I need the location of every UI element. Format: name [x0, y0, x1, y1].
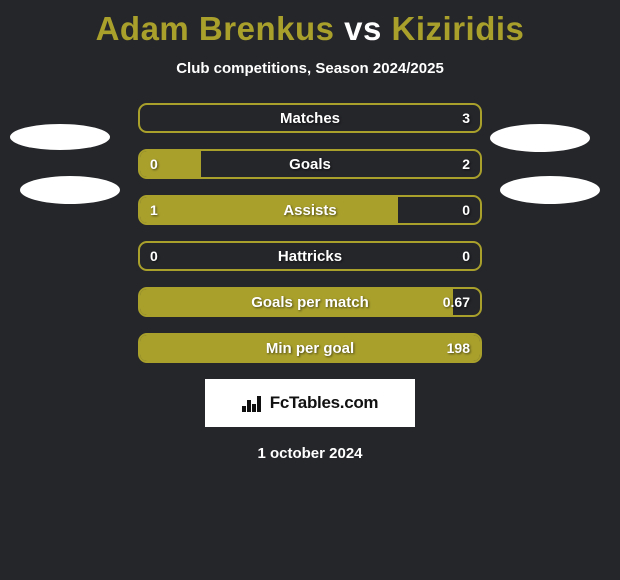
stat-label: Assists	[140, 197, 480, 223]
brand-text: FcTables.com	[270, 393, 379, 413]
stat-row: Assists1 0	[138, 195, 482, 225]
player2-name: Kiziridis	[392, 10, 525, 47]
stat-right-value: 0	[462, 197, 470, 223]
stat-row: Min per goal198	[138, 333, 482, 363]
stats-container: Matches3Goals02Assists10Hattricks00Goals…	[138, 103, 482, 363]
brand-chart-icon	[242, 394, 264, 412]
loading-oval	[10, 124, 110, 150]
player1-name: Adam Brenkus	[96, 10, 335, 47]
stat-right-value: 198	[447, 335, 470, 361]
stat-left-value: 1	[150, 197, 158, 223]
stat-left-value: 0	[150, 243, 158, 269]
stat-right-value: 0.67	[443, 289, 470, 315]
stat-row: Hattricks0 0	[138, 241, 482, 271]
comparison-title: Adam Brenkus vs Kiziridis	[0, 0, 620, 48]
stat-row: Goals per match0.67	[138, 287, 482, 317]
stat-row: Matches3	[138, 103, 482, 133]
stat-label: Goals	[140, 151, 480, 177]
loading-oval	[20, 176, 120, 204]
loading-oval	[500, 176, 600, 204]
vs-separator: vs	[344, 10, 382, 47]
brand-badge: FcTables.com	[205, 379, 415, 427]
date-text: 1 october 2024	[0, 445, 620, 462]
stat-label: Min per goal	[140, 335, 480, 361]
stat-label: Hattricks	[140, 243, 480, 269]
loading-oval	[490, 124, 590, 152]
stat-left-value: 0	[150, 151, 158, 177]
stat-row: Goals0 2	[138, 149, 482, 179]
stat-right-value: 3	[462, 105, 470, 131]
subtitle: Club competitions, Season 2024/2025	[0, 60, 620, 77]
stat-right-value: 0	[462, 243, 470, 269]
stat-right-value: 2	[462, 151, 470, 177]
stat-label: Goals per match	[140, 289, 480, 315]
stat-label: Matches	[140, 105, 480, 131]
